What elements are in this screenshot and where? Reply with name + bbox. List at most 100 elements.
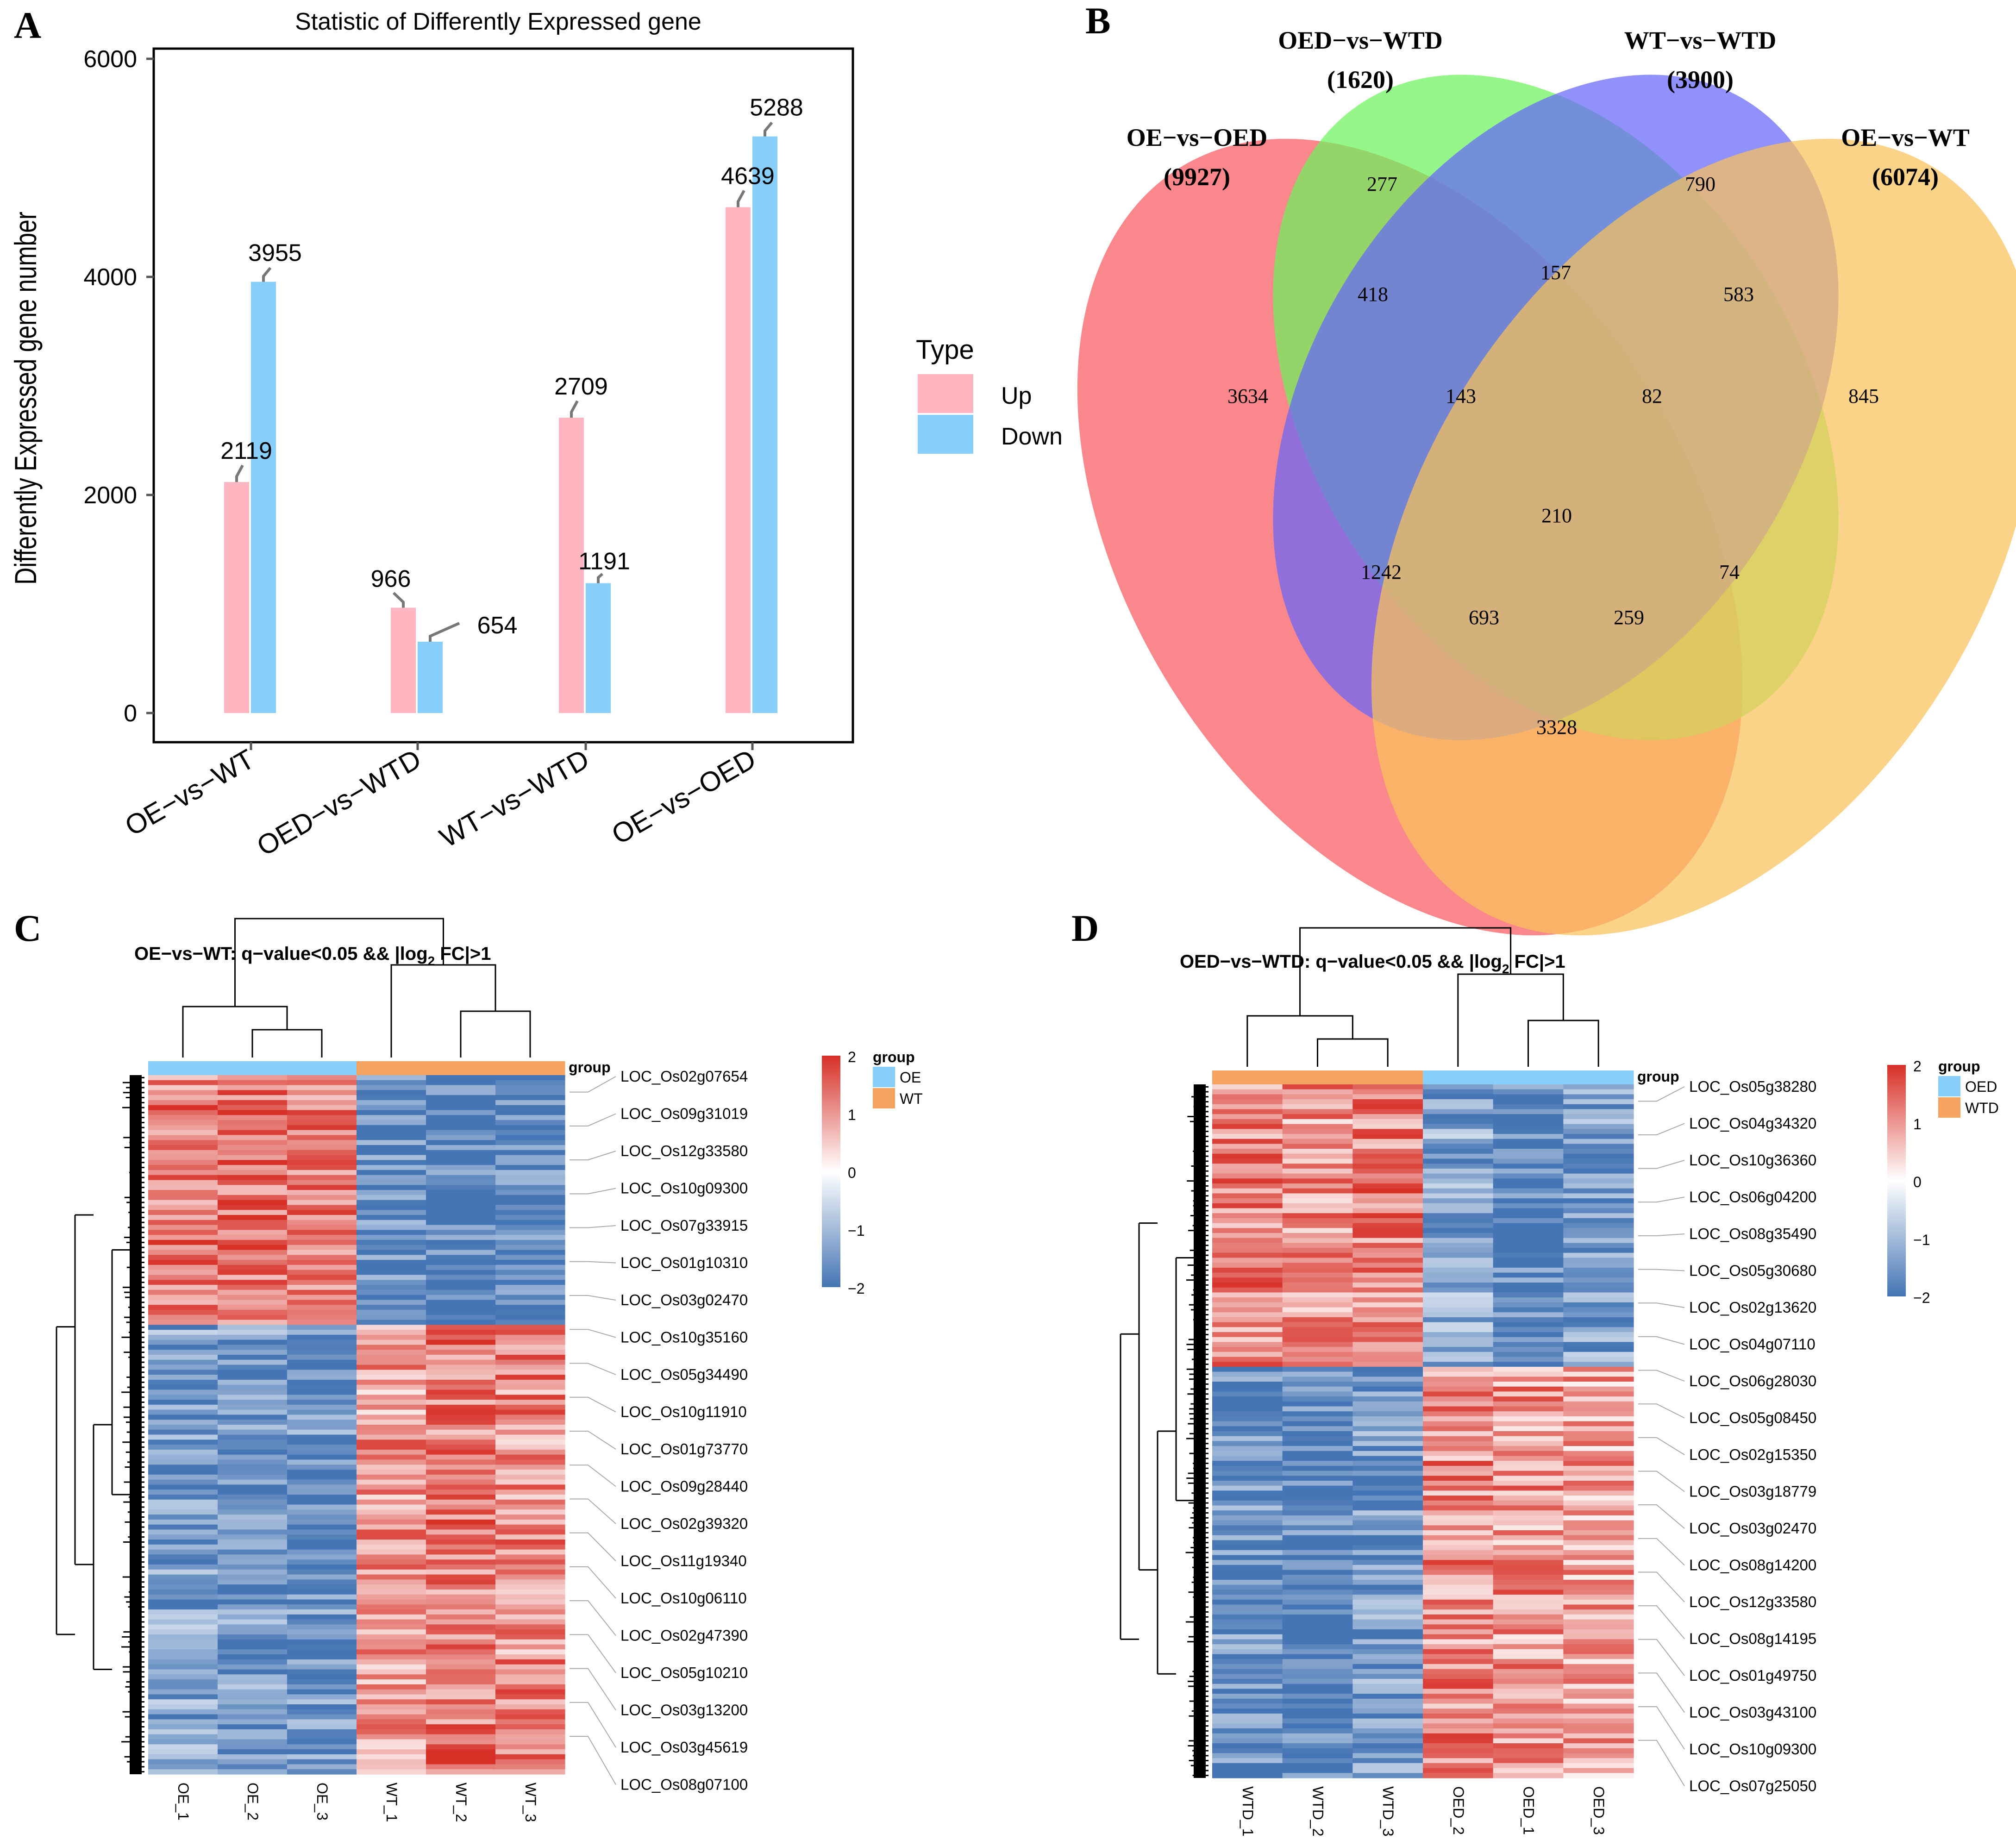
heatmap-cell [1212,1634,1283,1640]
heatmap-cell [1493,1634,1564,1640]
heatmap-cell [218,1170,288,1176]
heatmap-cell [1212,1173,1283,1179]
heatmap-cell [1563,1510,1634,1516]
heatmap-cell [218,1599,288,1605]
heatmap-cell [357,1769,426,1775]
heatmap-cell [287,1734,357,1740]
value-leader-line [764,121,773,137]
venn-region-count: 143 [1446,385,1476,407]
heatmap-cell [1212,1342,1283,1347]
heatmap-cell [1212,1505,1283,1511]
heatmap-cell [1493,1624,1564,1630]
heatmap-cell [1352,1753,1423,1759]
heatmap-cell [287,1714,357,1720]
row-dendrogram [56,1075,144,1774]
heatmap-cell [1282,1327,1353,1333]
heatmap-cell [148,1694,218,1700]
heatmap-cell [1563,1590,1634,1595]
heatmap-cell [1352,1104,1423,1110]
heatmap-cell [1563,1545,1634,1551]
heatmap-cell [1352,1441,1423,1446]
heatmap-cell [1423,1748,1494,1754]
heatmap-cell [287,1379,357,1385]
heatmap-cell [1563,1391,1634,1397]
heatmap-cell [148,1579,218,1585]
bar-up [726,207,751,713]
group-legend-swatch [1938,1097,1960,1118]
gene-label: LOC_Os05g10210 [620,1664,748,1681]
heatmap-cell [495,1130,565,1136]
heatmap-cell [1212,1114,1283,1120]
heatmap-cell [1493,1476,1564,1481]
heatmap-cell [218,1305,288,1310]
heatmap-cell [495,1295,565,1300]
heatmap-cell [287,1260,357,1265]
heatmap-cell [1493,1436,1564,1441]
color-scale-tick: 0 [848,1164,856,1181]
heatmap-cell [1423,1441,1494,1446]
heatmap-cell [426,1105,496,1111]
bar-down [752,136,777,713]
heatmap-cell [1352,1664,1423,1670]
heatmap-cell [1282,1332,1353,1338]
heatmap-cell [1282,1525,1353,1531]
heatmap-cell [426,1110,496,1115]
heatmap-cell [426,1554,496,1560]
heatmap-cell [1423,1515,1494,1521]
heatmap-cell [1563,1302,1634,1308]
heatmap-cell [426,1484,496,1490]
heatmap-cell [218,1180,288,1185]
heatmap-cell [357,1629,426,1635]
heatmap-cell [1282,1094,1353,1100]
venn-region-count: 82 [1642,385,1662,407]
heatmap-cell [1212,1590,1283,1595]
heatmap-cell [357,1684,426,1690]
heatmap-cell [1352,1213,1423,1219]
heatmap-cell [1423,1357,1494,1362]
heatmap-cell [1352,1619,1423,1625]
heatmap-cell [1352,1476,1423,1481]
heatmap-cell [1563,1723,1634,1729]
heatmap-cell [1212,1421,1283,1427]
heatmap-cell [1423,1570,1494,1575]
heatmap-cell [287,1085,357,1090]
gene-leader-line [570,1295,616,1301]
heatmap-cell [218,1355,288,1360]
heatmap-cell [1563,1362,1634,1367]
heatmap-cell [1352,1669,1423,1674]
heatmap-cell [287,1280,357,1285]
gene-leader-line [1638,1370,1685,1382]
heatmap-cell [1563,1446,1634,1452]
heatmap-cell [1423,1223,1494,1228]
heatmap-cell [1212,1332,1283,1338]
heatmap-cell [357,1095,426,1101]
heatmap-cell [287,1754,357,1760]
heatmap-cell [1212,1694,1283,1699]
heatmap-cell [1212,1198,1283,1204]
heatmap-cell [426,1080,496,1086]
heatmap-cell [357,1529,426,1535]
heatmap-cell [287,1309,357,1315]
heatmap-cell [287,1449,357,1455]
heatmap-cell [148,1504,218,1510]
gene-leader-line [1638,1740,1685,1787]
heatmap-cell [1212,1773,1283,1778]
heatmap-cell [1493,1258,1564,1263]
heatmap-cell [1282,1634,1353,1640]
heatmap-cell [1282,1639,1353,1645]
heatmap-cell [495,1195,565,1201]
heatmap-cell [287,1140,357,1145]
group-color-cell [1563,1070,1634,1084]
heatmap-cell [1563,1560,1634,1565]
heatmap-cell [1212,1089,1283,1095]
gene-leader-line [570,1329,616,1338]
heatmap-cell [1423,1371,1494,1377]
heatmap-cell [1493,1287,1564,1293]
heatmap-cell [287,1350,357,1355]
heatmap-cell [218,1639,288,1645]
heatmap-cell [495,1205,565,1210]
heatmap-cell [357,1300,426,1305]
heatmap-cell [218,1334,288,1340]
heatmap-cell [1423,1431,1494,1437]
heatmap-cell [357,1439,426,1445]
